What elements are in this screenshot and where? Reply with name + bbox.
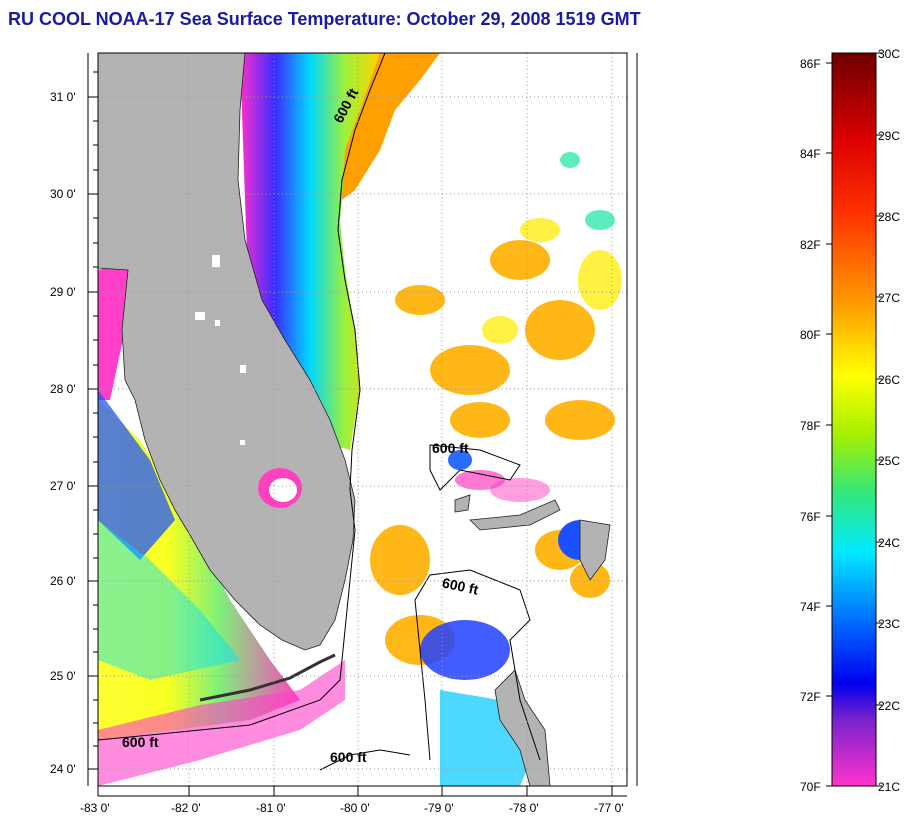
colorbar-c-25: 25C <box>878 454 901 468</box>
lon-label-82: -82 0' <box>171 801 201 815</box>
contour-label-keys: 600 ft <box>122 734 159 750</box>
colorbar-f-70: 70F <box>800 780 821 794</box>
cool-patches-ne <box>560 152 615 230</box>
colorbar-c-24: 24C <box>878 536 901 550</box>
lon-label-78: -78 0' <box>509 801 539 815</box>
colorbar-f-86: 86F <box>800 57 821 71</box>
lat-label-30: 30 0' <box>50 187 76 201</box>
colorbar-f-76: 76F <box>800 510 821 524</box>
lon-label-79: -79 0' <box>424 801 454 815</box>
colorbar-f-72: 72F <box>800 690 821 704</box>
warm-patches <box>370 240 615 665</box>
colorbar-c-22: 22C <box>878 699 901 713</box>
gulf-stream-north <box>342 53 440 200</box>
colorbar-f-84: 84F <box>800 147 821 161</box>
big-bend-water <box>98 260 130 400</box>
lat-label-29: 29 0' <box>50 285 76 299</box>
contour-label-south: 600 ft <box>330 749 367 765</box>
bahamas-islands <box>454 494 611 786</box>
bathymetry-contours <box>98 53 541 771</box>
lat-label-24: 24 0' <box>50 762 76 776</box>
colorbar-f-82: 82F <box>800 238 821 252</box>
lat-label-31: 31 0' <box>50 90 76 104</box>
colorbar-f-78: 78F <box>800 419 821 433</box>
lake-okeechobee-cloud <box>269 478 297 502</box>
graticule <box>98 53 627 786</box>
colorbar-f-80: 80F <box>800 328 821 342</box>
lat-label-25: 25 0' <box>50 669 76 683</box>
colorbar-c-28: 28C <box>878 210 901 224</box>
colorbar-f-74: 74F <box>800 600 821 614</box>
page-title: RU COOL NOAA-17 Sea Surface Temperature:… <box>8 9 641 29</box>
map-area <box>98 53 627 786</box>
lat-label-27: 27 0' <box>50 479 76 493</box>
inland-lakes <box>195 255 246 445</box>
lat-label-26: 26 0' <box>50 574 76 588</box>
colorbar-ticks <box>826 52 882 787</box>
lon-label-80: -80 0' <box>340 801 370 815</box>
colorbar-c-23: 23C <box>878 617 901 631</box>
florida-keys <box>199 653 336 702</box>
colorbar-c-29: 29C <box>878 129 901 143</box>
minor-ticks <box>93 71 98 747</box>
lon-label-77: -77 0' <box>594 801 624 815</box>
lat-label-28: 28 0' <box>50 382 76 396</box>
colorbar-c-27: 27C <box>878 291 901 305</box>
colorbar-c-30: 30C <box>878 47 901 61</box>
lon-label-81: -81 0' <box>256 801 286 815</box>
lon-label-83: -83 0' <box>80 801 110 815</box>
gulf-cool-water <box>98 390 175 560</box>
colorbar-c-26: 26C <box>878 373 901 387</box>
colorbar-gradient <box>831 52 877 787</box>
yellow-patches <box>482 218 622 344</box>
gulf-mid-water <box>98 520 240 680</box>
contour-label-grand-bahama: 600 ft <box>432 440 469 456</box>
keys-water <box>98 660 345 786</box>
map-frame <box>97 52 628 787</box>
colorbar-c-21: 21C <box>878 780 901 794</box>
axis-ticks <box>87 53 638 797</box>
